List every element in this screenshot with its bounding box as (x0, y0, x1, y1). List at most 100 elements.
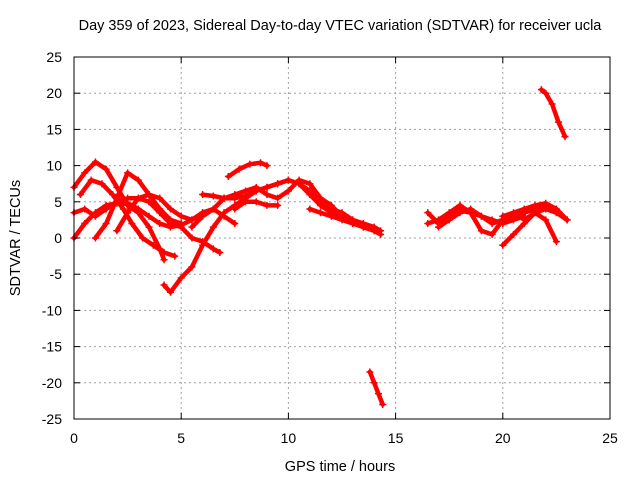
data-point (537, 86, 545, 94)
data-point (81, 169, 89, 177)
data-point (199, 191, 207, 199)
series-s20 (520, 209, 560, 246)
data-point (160, 248, 168, 256)
y-tick-label: -25 (42, 411, 62, 427)
data-point (166, 216, 174, 224)
data-point (274, 194, 282, 202)
series-line (521, 210, 559, 244)
grid (74, 57, 610, 419)
data-point (134, 176, 142, 184)
data-point (177, 274, 185, 282)
data-point (488, 230, 496, 238)
data-point (188, 223, 196, 231)
chart-title: Day 359 of 2023, Sidereal Day-to-day VTE… (79, 18, 603, 34)
data-point (477, 212, 485, 220)
data-point (370, 227, 378, 235)
data-point (520, 205, 528, 213)
data-point (499, 241, 507, 249)
data-point (209, 245, 217, 253)
data-point (542, 216, 550, 224)
series-s10 (224, 159, 271, 180)
data-point (216, 248, 224, 256)
data-point (145, 191, 153, 199)
series-line (367, 369, 385, 407)
data-point (188, 216, 196, 224)
y-tick-label: -10 (42, 302, 62, 318)
data-point (149, 241, 157, 249)
data-point (257, 159, 265, 167)
data-point (209, 223, 217, 231)
data-point (274, 201, 282, 209)
x-tick-label: 20 (495, 430, 511, 446)
data-point (561, 133, 569, 141)
y-tick-label: -5 (50, 266, 63, 282)
data-point (113, 227, 121, 235)
data-point (366, 368, 374, 376)
data-point (424, 209, 432, 217)
series-s11 (231, 198, 282, 213)
data-point (263, 191, 271, 199)
y-tick-label: 15 (46, 121, 62, 137)
data-point (160, 256, 168, 264)
x-tick-label: 5 (177, 430, 185, 446)
data-point (252, 198, 260, 206)
data-point (209, 205, 217, 213)
data-point (552, 205, 560, 213)
data-point (306, 180, 314, 188)
data-point (199, 212, 207, 220)
data-point (542, 89, 550, 97)
data-point (188, 263, 196, 271)
data-point (220, 194, 228, 202)
data-point (456, 209, 464, 217)
y-tick-label: 5 (54, 194, 62, 210)
series-s13 (306, 205, 385, 238)
data-point (445, 216, 453, 224)
data-point (160, 281, 168, 289)
data-point (199, 241, 207, 249)
data-point (124, 169, 132, 177)
data-point (349, 220, 357, 228)
data-point (81, 205, 89, 213)
data-point (317, 209, 325, 217)
data-point (563, 216, 571, 224)
data-point (327, 212, 335, 220)
data-point (488, 220, 496, 228)
data-point (520, 216, 528, 224)
data-point (510, 209, 518, 217)
series-s19 (499, 199, 571, 224)
data-point (263, 201, 271, 209)
data-point (467, 205, 475, 213)
data-point (359, 223, 367, 231)
data-point (102, 201, 110, 209)
x-tick-label: 25 (602, 430, 618, 446)
series-s21 (537, 86, 569, 141)
y-tick-label: 10 (46, 158, 62, 174)
data-point (113, 194, 121, 202)
data-point (555, 118, 563, 126)
y-axis-label: SDTVAR / TECUs (8, 180, 24, 296)
data-point (81, 220, 89, 228)
data-point (231, 220, 239, 228)
data-point (306, 205, 314, 213)
data-point (224, 172, 232, 180)
data-point (177, 212, 185, 220)
data-point (263, 183, 271, 191)
data-point (128, 220, 136, 228)
data-point (91, 158, 99, 166)
data-point (76, 191, 84, 199)
data-point (424, 220, 432, 228)
data-point (98, 180, 106, 188)
data-point (220, 209, 228, 217)
data-point (188, 234, 196, 242)
data-point (370, 379, 378, 387)
series-line (71, 159, 167, 262)
data-point (477, 227, 485, 235)
data-point (231, 205, 239, 213)
data-point (102, 220, 110, 228)
data-point (338, 216, 346, 224)
data-point (377, 230, 385, 238)
data-point (139, 234, 147, 242)
data-point (284, 187, 292, 195)
data-point (263, 162, 271, 170)
data-point (102, 165, 110, 173)
